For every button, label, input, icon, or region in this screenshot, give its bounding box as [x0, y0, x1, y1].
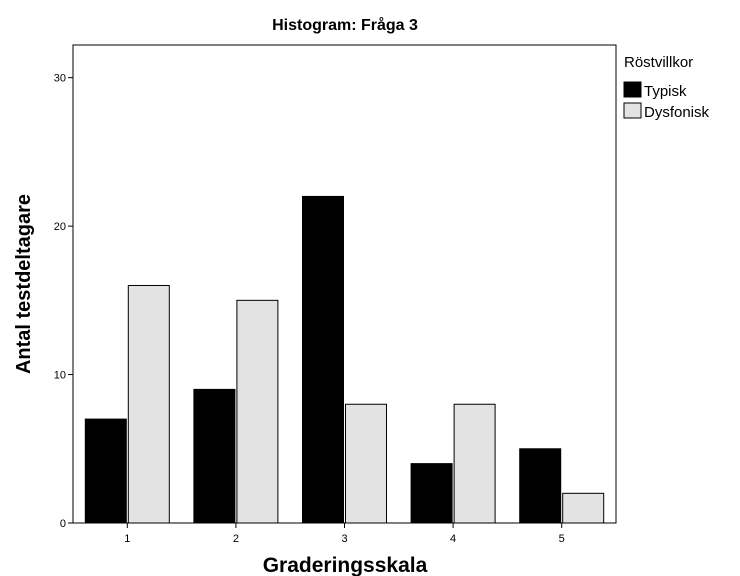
- bar-dysfonisk-3: [345, 403, 387, 524]
- bar-typisk-3: [302, 195, 344, 524]
- y-tick-label: 20: [54, 221, 66, 233]
- bar-typisk-1: [84, 418, 127, 524]
- x-axis: 1 2 3 4 5: [124, 523, 565, 545]
- bar-dysfonisk-5: [562, 492, 605, 524]
- x-tick-label: 4: [450, 533, 456, 545]
- x-tick-label: 3: [341, 533, 347, 545]
- x-tick-label: 2: [233, 533, 239, 545]
- bar-dysfonisk-1: [127, 284, 170, 524]
- y-tick-label: 30: [54, 73, 66, 85]
- y-axis: 0 10 20 30: [54, 73, 73, 530]
- x-axis-label: Graderingsskala: [263, 554, 428, 576]
- x-tick-label: 1: [124, 533, 130, 545]
- legend: Röstvillkor Typisk Dysfonisk: [623, 54, 710, 121]
- bar-typisk-4: [410, 463, 453, 524]
- legend-swatch-typisk: [623, 81, 642, 98]
- y-tick-label: 10: [54, 370, 66, 382]
- legend-swatch-dysfonisk: [623, 102, 642, 119]
- x-tick-label: 5: [559, 533, 565, 545]
- chart-title: Histogram: Fråga 3: [272, 16, 418, 34]
- legend-title: Röstvillkor: [624, 54, 693, 71]
- y-axis-label: Antal testdeltagare: [13, 194, 35, 374]
- bar-typisk-2: [193, 388, 236, 524]
- legend-label-dysfonisk: Dysfonisk: [644, 104, 710, 121]
- bar-dysfonisk-2: [236, 299, 279, 524]
- bars: [84, 195, 605, 524]
- y-tick-label: 0: [60, 518, 66, 530]
- bar-dysfonisk-4: [453, 403, 496, 524]
- bar-typisk-5: [519, 448, 562, 524]
- legend-label-typisk: Typisk: [644, 83, 687, 100]
